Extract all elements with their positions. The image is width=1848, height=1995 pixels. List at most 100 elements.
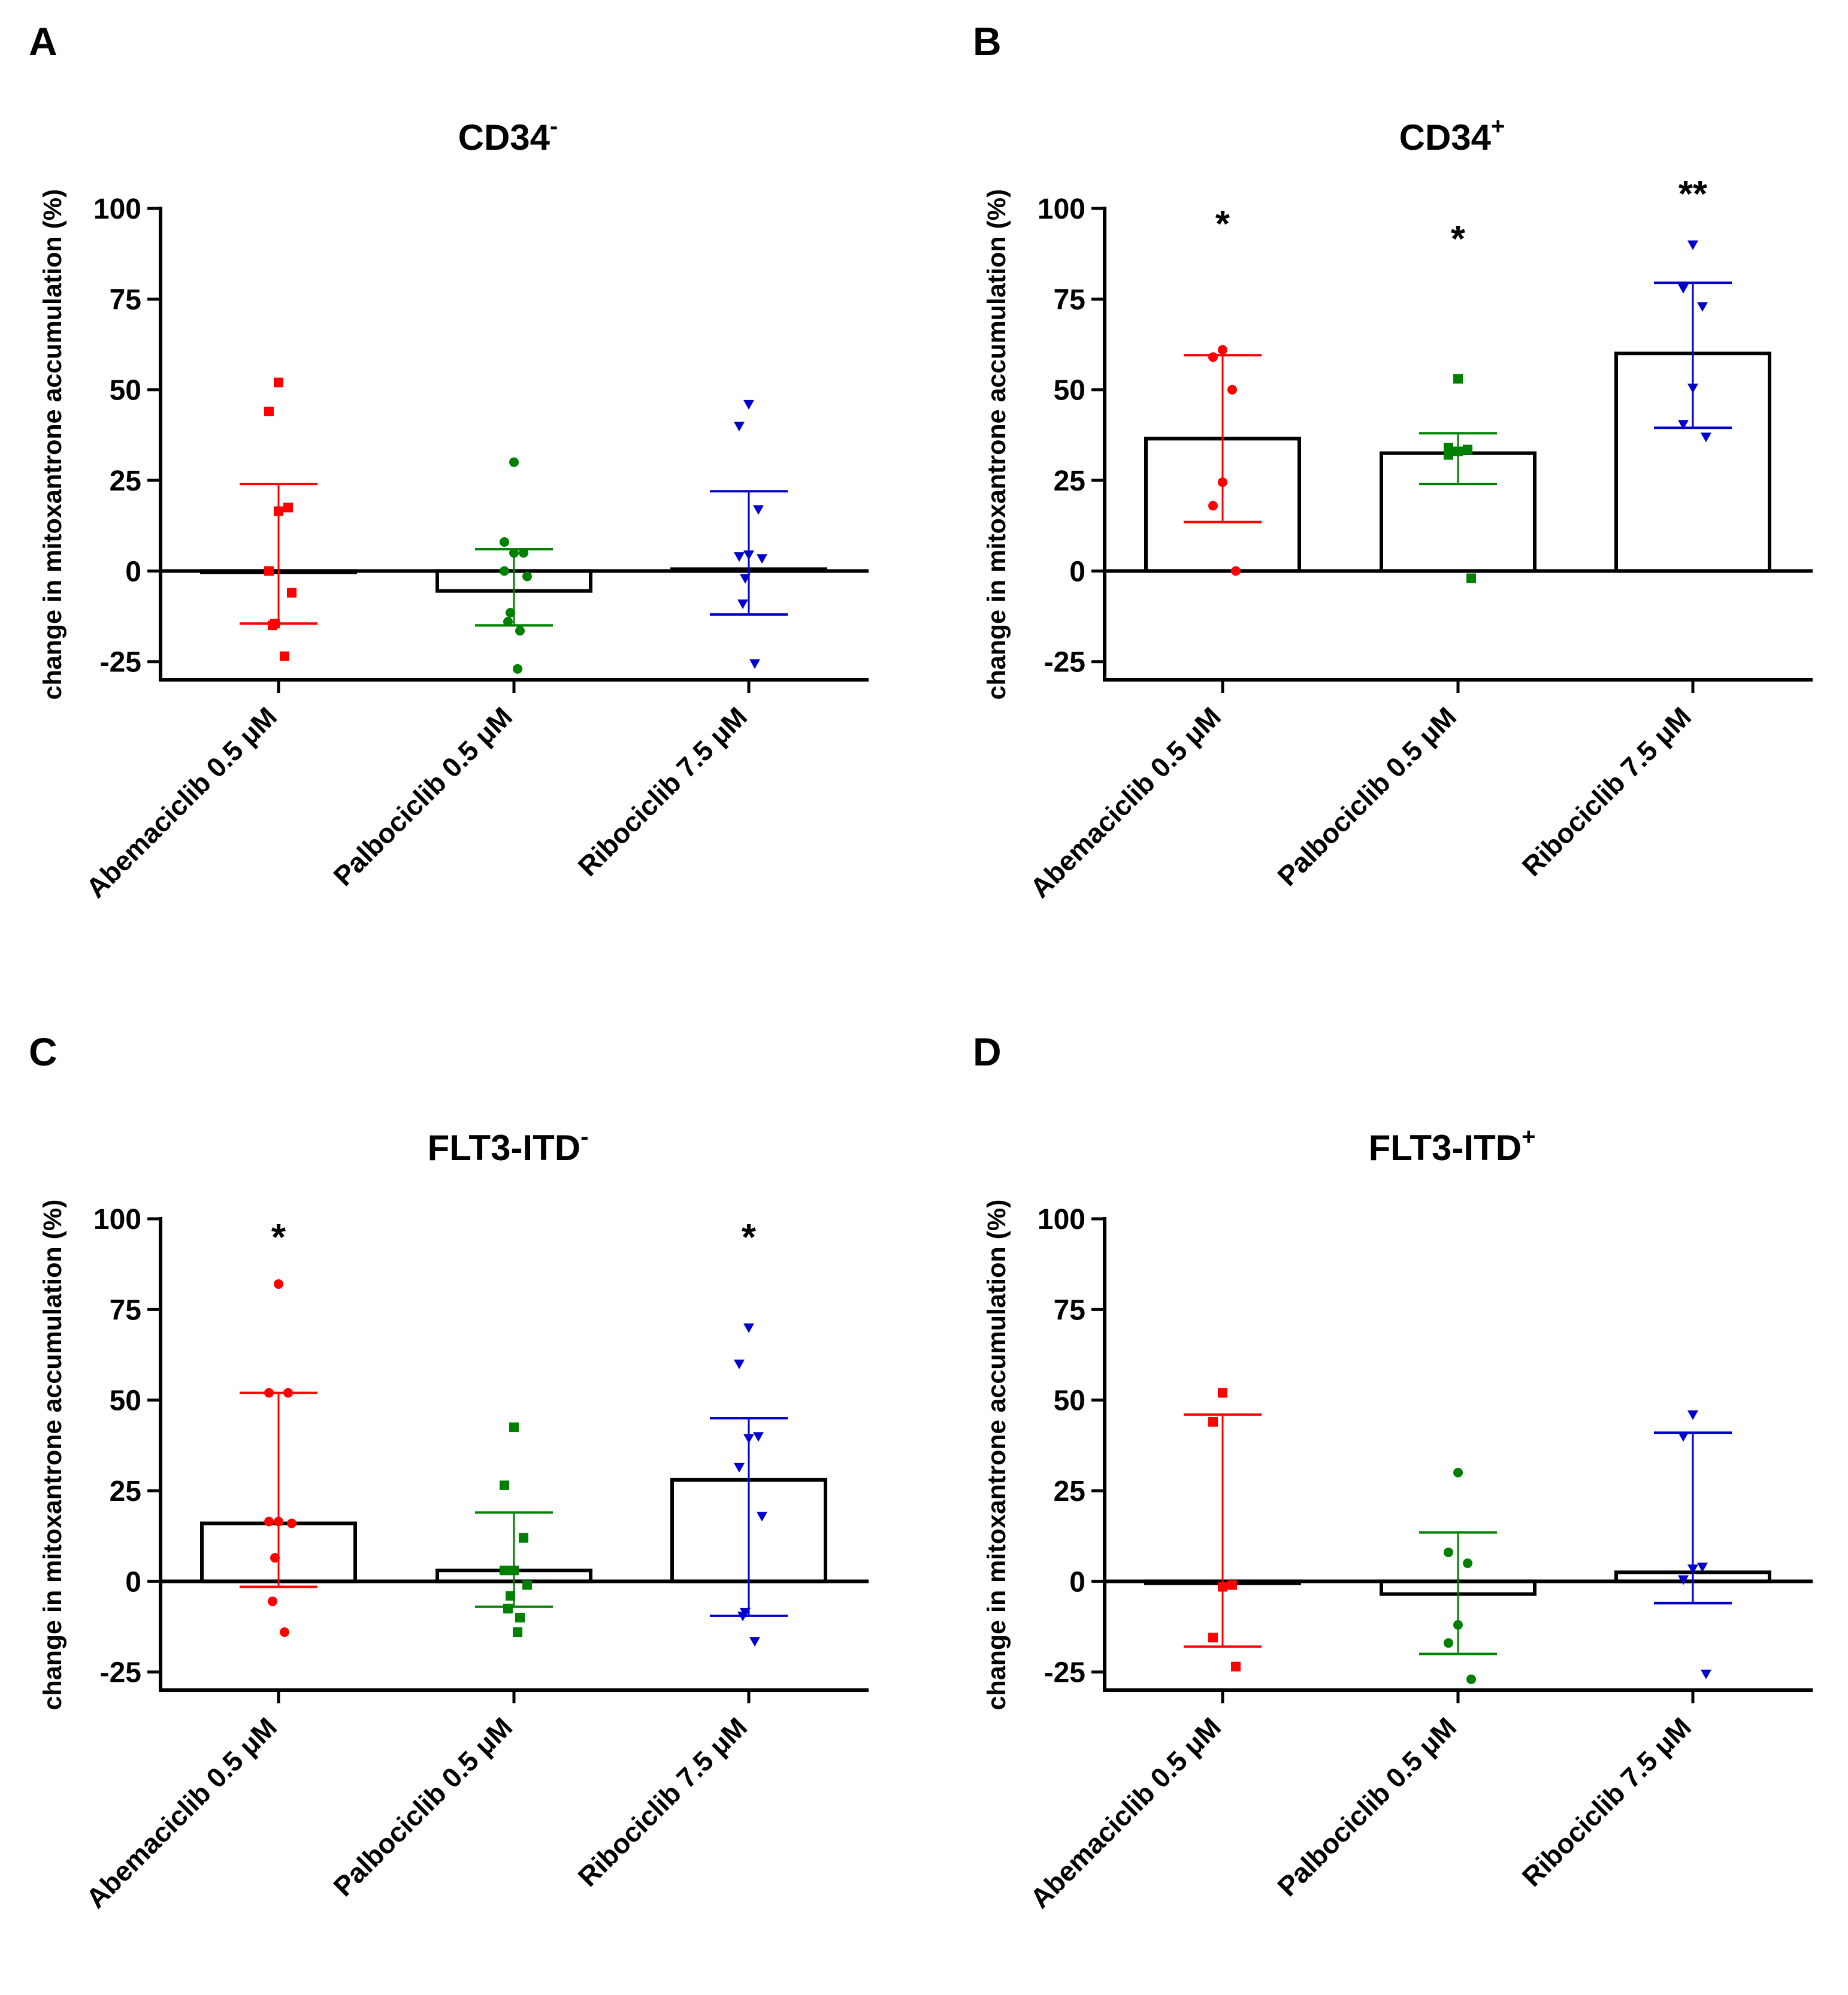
- data-point: [270, 1553, 280, 1563]
- data-point: [515, 626, 525, 636]
- panel-letter: C: [29, 1030, 58, 1074]
- series-1: Palbociclib 0.5 μM: [327, 1422, 592, 1902]
- data-point: [1227, 1580, 1237, 1590]
- data-point: [522, 571, 532, 582]
- data-point: [1218, 1582, 1227, 1592]
- data-point: [1218, 1388, 1227, 1398]
- data-point: [1697, 1563, 1708, 1573]
- data-point: [734, 552, 745, 562]
- panel-title: FLT3-ITD+: [1369, 1124, 1536, 1168]
- data-point: [757, 1512, 767, 1522]
- data-point: [509, 457, 519, 467]
- data-point: [737, 599, 748, 609]
- panel-title: FLT3-ITD-: [428, 1124, 589, 1168]
- data-point: [280, 1627, 289, 1637]
- significance-label: **: [1678, 174, 1708, 215]
- data-point: [503, 1603, 513, 1613]
- data-point: [743, 399, 754, 410]
- series-2: Ribociclib 7.5 μM: [572, 399, 827, 882]
- data-point: [1678, 1432, 1689, 1442]
- series-0: Abemaciclib 0.5 μM: [80, 377, 357, 904]
- data-point: [1218, 477, 1227, 488]
- data-point: [1466, 573, 1476, 583]
- panel-title-main: FLT3-ITD: [1369, 1128, 1522, 1168]
- data-point: [740, 574, 751, 584]
- y-tick-label: 0: [1069, 556, 1085, 588]
- y-tick-label: -25: [1044, 647, 1085, 679]
- y-tick-label: 50: [1054, 375, 1085, 407]
- significance-label: *: [1451, 219, 1466, 260]
- panel-title: CD34+: [1399, 113, 1505, 158]
- data-point: [1444, 443, 1453, 453]
- y-tick-label: 75: [1054, 1294, 1085, 1326]
- data-point: [280, 651, 289, 661]
- data-point: [509, 548, 519, 558]
- y-tick-label: 100: [93, 1204, 141, 1236]
- data-point: [734, 1463, 745, 1473]
- data-point: [1678, 1575, 1689, 1585]
- data-point: [1701, 1669, 1711, 1679]
- y-tick-label: 0: [125, 1566, 141, 1598]
- data-point: [1444, 450, 1453, 460]
- category-label: Ribociclib 7.5 μM: [1516, 1711, 1697, 1892]
- data-point: [734, 1360, 745, 1370]
- data-point: [1444, 1547, 1453, 1557]
- y-tick-label: 50: [110, 1385, 141, 1417]
- data-point: [500, 1566, 509, 1576]
- data-point: [1453, 446, 1463, 456]
- y-tick-label: 100: [1038, 193, 1085, 225]
- y-tick-label: 25: [1054, 1476, 1085, 1507]
- category-label: Abemaciclib 0.5 μM: [80, 1711, 283, 1914]
- data-point: [519, 1533, 528, 1543]
- y-tick-label: 25: [110, 465, 141, 497]
- data-point: [1218, 345, 1227, 355]
- panel-a: A CD34- change in mitoxantrone accumulatio…: [29, 19, 869, 904]
- data-point: [515, 1612, 525, 1622]
- panel-letter: B: [973, 19, 1002, 63]
- y-axis-label: change in mitoxantrone accumulation (%): [982, 189, 1011, 700]
- data-point: [1208, 1633, 1218, 1643]
- y-tick-label: 75: [110, 284, 141, 316]
- data-point: [1231, 566, 1241, 576]
- category-label: Palbociclib 0.5 μM: [1271, 701, 1462, 892]
- data-point: [1463, 444, 1472, 455]
- panel-title-superscript: +: [1522, 1124, 1535, 1150]
- y-tick-label: 75: [1054, 284, 1085, 316]
- data-point: [1701, 432, 1711, 443]
- data-point: [1231, 1661, 1241, 1672]
- y-tick-label: 50: [110, 375, 141, 407]
- category-label: Palbociclib 0.5 μM: [327, 1711, 518, 1902]
- panel-letter: A: [29, 19, 58, 63]
- data-point: [1208, 501, 1218, 511]
- y-tick-label: 75: [110, 1294, 141, 1326]
- data-point: [509, 1422, 519, 1433]
- data-point: [1687, 240, 1698, 250]
- data-point: [1453, 1467, 1463, 1478]
- series-2: * Ribociclib 7.5 μM: [572, 1217, 827, 1893]
- panel-title: CD34-: [458, 113, 558, 158]
- data-point: [283, 502, 293, 513]
- data-point: [287, 1518, 297, 1528]
- series-1: * Palbociclib 0.5 μM: [1271, 219, 1537, 892]
- data-point: [1208, 352, 1218, 362]
- y-tick-label: 100: [93, 193, 141, 225]
- data-point: [757, 554, 767, 564]
- y-tick-label: 50: [1054, 1385, 1085, 1417]
- series-0: Abemaciclib 0.5 μM: [1024, 1388, 1301, 1914]
- data-point: [737, 1611, 748, 1621]
- data-point: [519, 548, 528, 558]
- panel-b: B CD34+ change in mitoxantrone accumulatio…: [973, 19, 1813, 904]
- data-point: [500, 1480, 509, 1490]
- data-point: [506, 608, 515, 618]
- data-point: [1678, 284, 1689, 294]
- series-1: Palbociclib 0.5 μM: [1271, 1467, 1537, 1902]
- data-point: [1444, 1638, 1453, 1648]
- y-axis-label: change in mitoxantrone accumulation (%): [38, 189, 67, 700]
- significance-label: *: [1215, 204, 1230, 245]
- data-point: [274, 377, 283, 388]
- data-point: [506, 1591, 515, 1601]
- data-point: [753, 1432, 764, 1442]
- data-point: [743, 1434, 754, 1444]
